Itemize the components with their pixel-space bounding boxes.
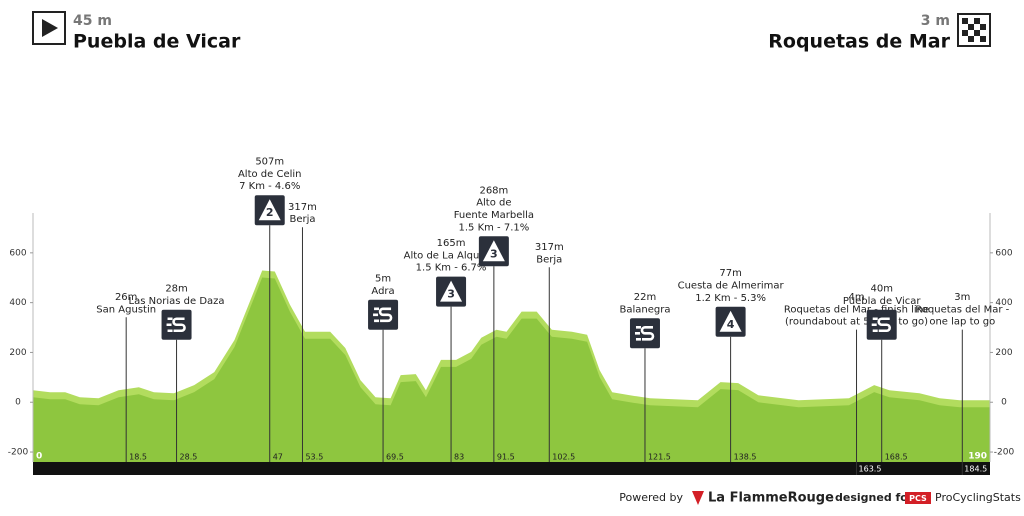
km-start: 0	[36, 452, 42, 462]
point-elevation: 4m	[848, 292, 864, 303]
km-label: 91.5	[497, 453, 515, 462]
pcs-badge	[905, 492, 931, 504]
sprint-symbol	[373, 307, 393, 323]
point-label: San Agustin	[96, 304, 156, 315]
point-label: Cuesta de Almerimar	[678, 280, 785, 291]
sprint-symbol	[871, 317, 891, 333]
point-elevation: 40m	[870, 283, 892, 294]
y-tick-label-right: 200	[995, 348, 1012, 358]
point-elevation: 28m	[165, 283, 187, 294]
point-elevation: 268m	[479, 185, 508, 196]
y-tick-label: 0	[15, 398, 21, 408]
start-arrow	[42, 19, 58, 37]
pcs-name: ProCyclingStats	[935, 491, 1021, 504]
y-tick-label-right: 400	[995, 298, 1012, 308]
point-label: Puebla de Vicar	[843, 296, 921, 307]
climb-triangle	[258, 199, 281, 221]
y-tick-label: -200	[8, 448, 29, 458]
point-elevation: 165m	[437, 238, 466, 249]
point-label: Berja	[536, 254, 562, 265]
km-label: 18.5	[129, 453, 147, 462]
powered-by: Powered by	[619, 491, 683, 504]
start-icon	[32, 11, 66, 45]
climb-category: 4	[727, 318, 735, 331]
km-label: 53.5	[305, 453, 323, 462]
point-elevation: 22m	[634, 292, 656, 303]
finish-icon	[957, 13, 991, 47]
point-elevation: 317m	[535, 242, 564, 253]
km-end: 190	[968, 452, 987, 462]
point-elevation: 77m	[719, 268, 741, 279]
point-label: Adra	[371, 286, 394, 297]
point-elevation: 507m	[255, 157, 284, 168]
point-label: Alto de La Alqueria	[404, 250, 499, 261]
point-label: 1.5 Km - 7.1%	[458, 222, 529, 233]
y-tick-label: 400	[9, 298, 26, 308]
km-bar	[33, 462, 990, 475]
km-label: 83	[454, 453, 464, 462]
km-label: 69.5	[386, 453, 404, 462]
point-label: Roquetas del Mar - finish line	[784, 304, 929, 315]
sprint-symbol	[166, 317, 186, 333]
profile-area	[33, 277, 990, 462]
point-label: Alto de	[476, 198, 511, 209]
start-name: Puebla de Vicar	[73, 31, 241, 53]
km-label: 102.5	[552, 453, 575, 462]
y-tick-label-right: 0	[1001, 398, 1007, 408]
km-label: 28.5	[180, 453, 198, 462]
finish-name: Roquetas de Mar	[768, 31, 950, 53]
point-label: 7 Km - 4.6%	[239, 181, 300, 192]
finish-altitude: 3 m	[921, 13, 950, 29]
y-tick-label-right: 600	[995, 248, 1012, 258]
y-tick-label: 200	[9, 348, 26, 358]
pcs-short: PCS	[909, 494, 927, 503]
point-label: one lap to go	[929, 317, 995, 328]
y-tick-label: 600	[9, 248, 26, 258]
km-label: 168.5	[885, 453, 908, 462]
km-label: 184.5	[964, 465, 987, 474]
point-elevation: 5m	[375, 273, 391, 284]
climb-triangle	[440, 280, 463, 302]
point-label: 1.2 Km - 5.3%	[695, 293, 766, 304]
designed-for: designed for	[835, 491, 914, 504]
point-label: 1.5 Km - 6.7%	[416, 263, 487, 274]
point-label: Fuente Marbella	[454, 210, 534, 221]
point-label: Berja	[289, 214, 315, 225]
climb-category: 3	[447, 288, 455, 301]
sprint-symbol	[634, 326, 655, 341]
point-label: Alto de Celin	[238, 169, 302, 180]
start-altitude: 45 m	[73, 13, 112, 29]
y-tick-label-right: -200	[994, 448, 1015, 458]
climb-category: 3	[490, 247, 498, 260]
point-elevation: 26m	[115, 292, 137, 303]
flamme-logo	[692, 491, 704, 505]
point-elevation: 3m	[954, 292, 970, 303]
brand: La FlammeRouge	[708, 491, 834, 506]
km-label: 121.5	[648, 453, 671, 462]
km-label: 47	[273, 453, 283, 462]
climb-triangle	[719, 310, 742, 332]
climb-category: 2	[266, 206, 274, 219]
point-label: Roquetas del Mar -	[915, 304, 1009, 315]
climb-triangle	[482, 240, 505, 262]
point-label: Balanegra	[619, 304, 670, 315]
point-elevation: 317m	[288, 202, 317, 213]
point-label: Las Norias de Daza	[129, 296, 225, 307]
km-label: 138.5	[734, 453, 757, 462]
point-label: (roundabout at 500 m to go)	[785, 317, 928, 328]
km-label: 163.5	[859, 465, 882, 474]
